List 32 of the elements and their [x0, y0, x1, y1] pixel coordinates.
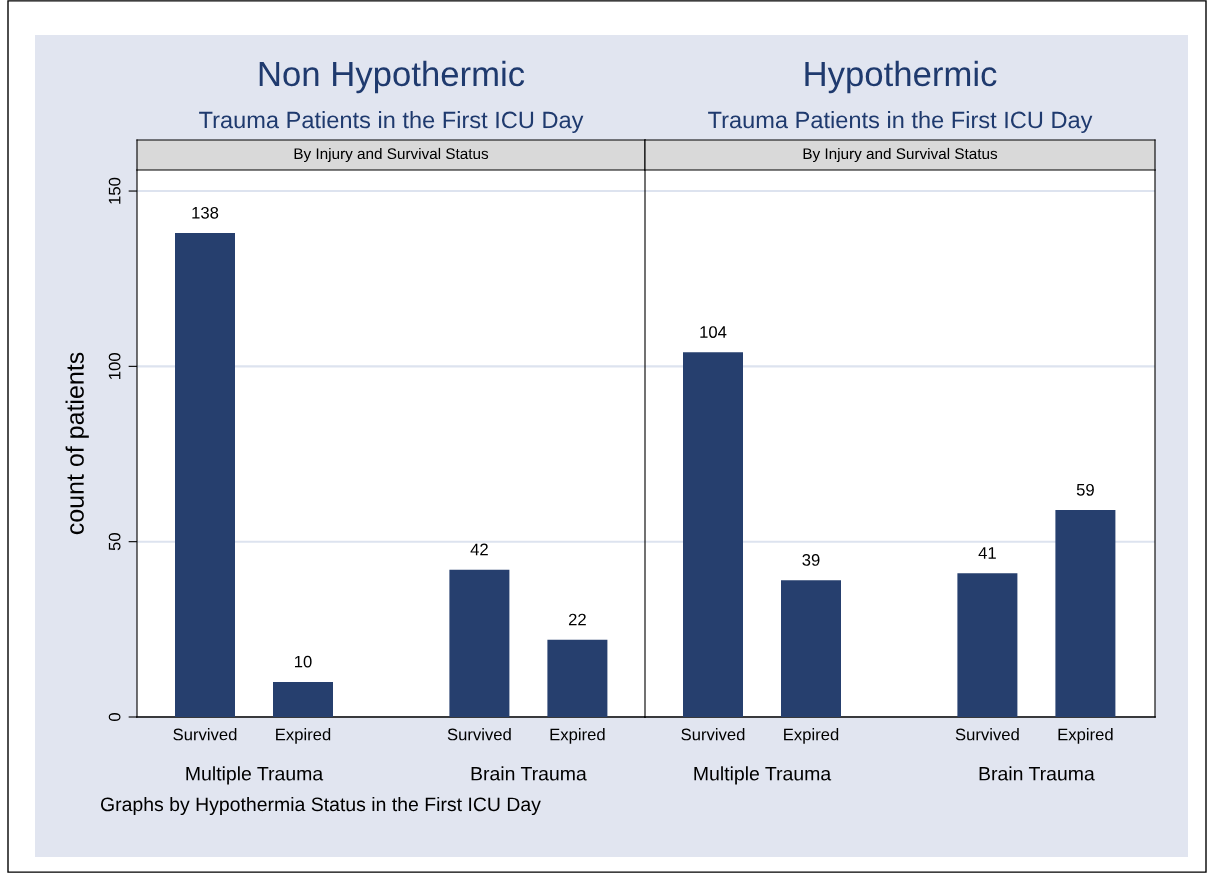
- x-tick-label: Expired: [1058, 728, 1113, 744]
- x-tick-label: Survived: [173, 728, 237, 741]
- data-label: 10: [295, 655, 312, 668]
- data-label: 22: [568, 613, 586, 626]
- data-label: 42: [470, 543, 488, 556]
- chart-subtitle: Trauma Patients in the First ICU Day: [708, 111, 1093, 133]
- y-tick-label: 0: [108, 713, 121, 721]
- data-label: 41: [978, 547, 996, 559]
- text: Brain Trauma: [979, 766, 1095, 781]
- chart-title: Non Hypothermic: [259, 60, 525, 94]
- chart-subtitle: Trauma Patients in the First ICU Day: [199, 111, 584, 133]
- text: Multiple Trauma: [694, 766, 832, 785]
- data-label: 59: [1076, 483, 1094, 496]
- text: Multiple Trauma: [186, 766, 324, 785]
- x-tick-label: Expired: [550, 728, 605, 744]
- text: By Injury and Survival Status: [803, 147, 998, 163]
- y-tick-label: 100: [108, 353, 121, 379]
- data-label: 104: [700, 326, 727, 338]
- data-label: 138: [192, 206, 219, 219]
- y-tick-label: 50: [108, 533, 121, 551]
- y-tick-label: 150: [108, 177, 121, 204]
- data-label: 39: [802, 554, 820, 566]
- x-tick-label: Expired: [784, 728, 839, 744]
- text: By Injury and Survival Status: [294, 147, 489, 163]
- x-tick-label: Survived: [447, 728, 511, 741]
- x-tick-label: Expired: [276, 728, 331, 744]
- text: Brain Trauma: [471, 766, 587, 781]
- x-tick-label: Survived: [681, 728, 745, 741]
- chart-title: Hypothermic: [805, 60, 997, 94]
- y-axis-title: count of patients: [65, 352, 89, 535]
- text: Graphs by Hypothermia Status in the First ICU Day: [100, 796, 541, 816]
- x-tick-label: Survived: [955, 728, 1019, 741]
